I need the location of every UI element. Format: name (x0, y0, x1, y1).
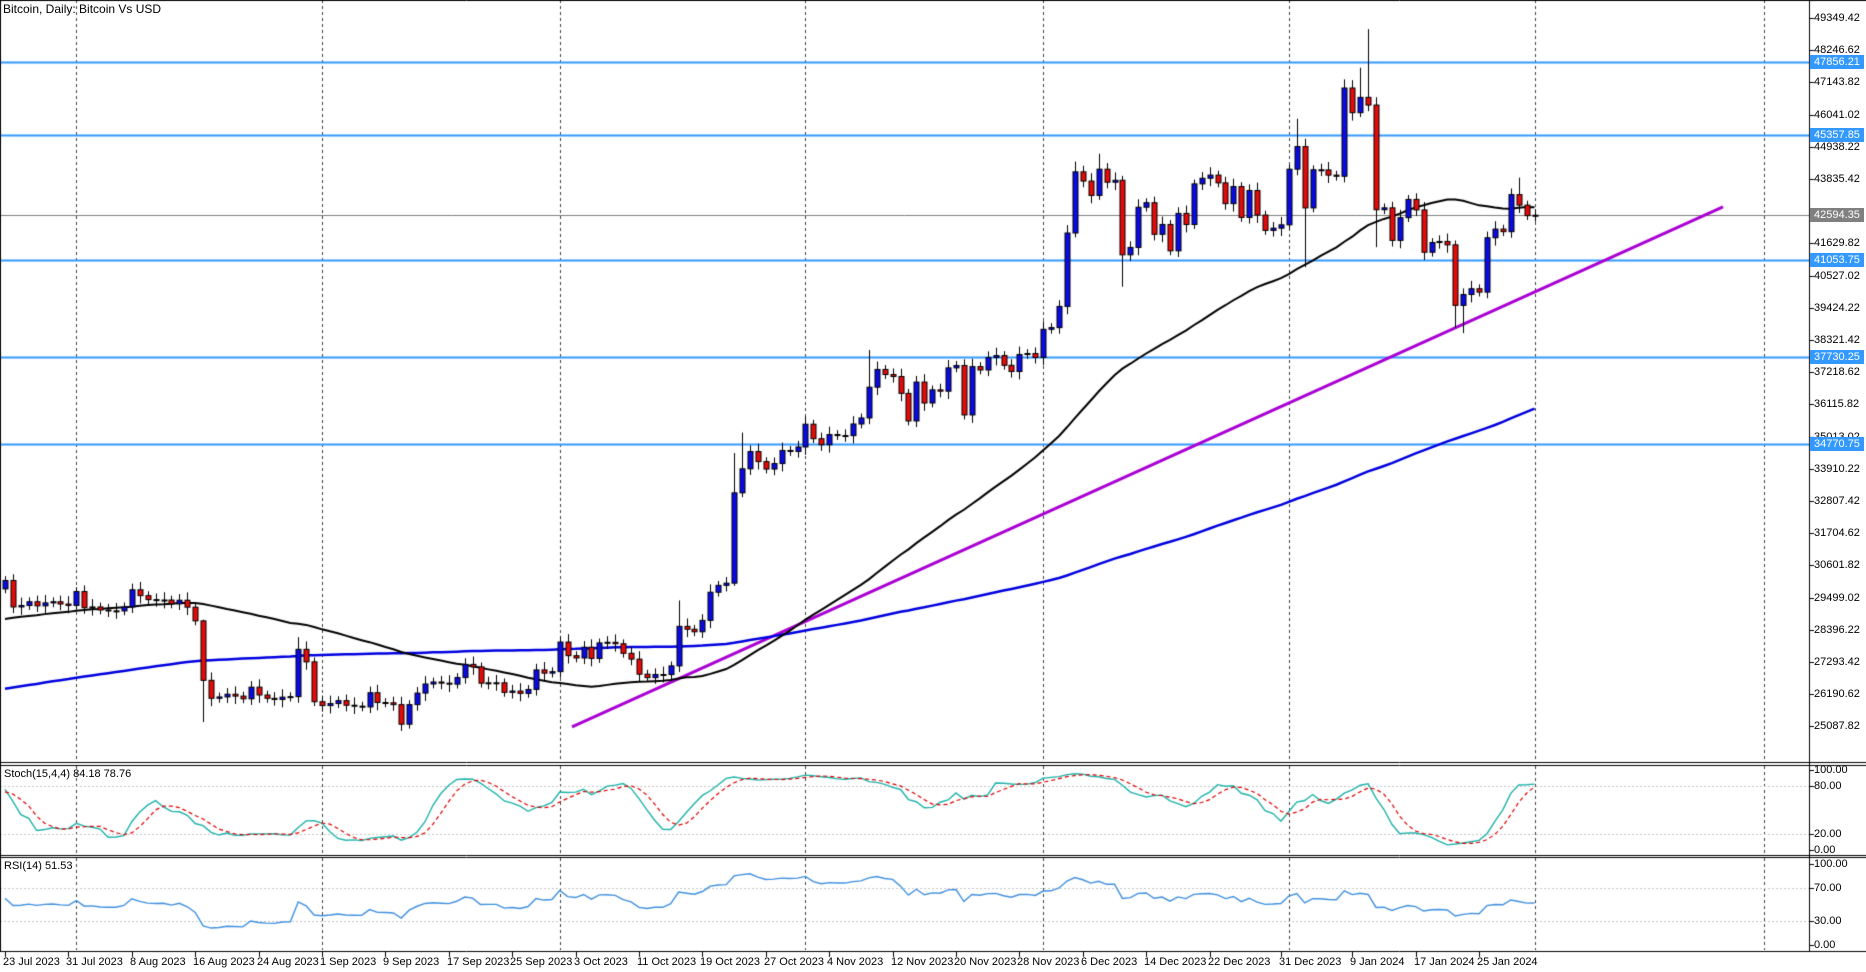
rsi-scale-label: 100.00 (1814, 858, 1848, 870)
price-tick-label: 30601.82 (1814, 559, 1860, 571)
current-price-badge: 42594.35 (1810, 208, 1864, 222)
price-tick-label: 39424.22 (1814, 302, 1860, 314)
rsi-scale-label: 0.00 (1814, 939, 1836, 951)
price-tick-label: 28396.22 (1814, 624, 1860, 636)
price-tick-label: 40527.02 (1814, 270, 1860, 282)
date-tick-label[interactable]: 12 Nov 2023 (891, 956, 954, 968)
date-tick-label[interactable]: 25 Sep 2023 (510, 956, 573, 968)
date-tick-label[interactable]: 25 Jan 2024 (1477, 956, 1538, 968)
price-tick-label: 46041.02 (1814, 109, 1860, 121)
price-level-badge: 37730.25 (1810, 350, 1864, 364)
date-tick-label[interactable]: 17 Sep 2023 (447, 956, 510, 968)
date-tick-label[interactable]: 3 Oct 2023 (574, 956, 628, 968)
price-tick-label: 37218.62 (1814, 366, 1860, 378)
date-tick-label[interactable]: 19 Oct 2023 (700, 956, 760, 968)
date-tick-label[interactable]: 8 Aug 2023 (130, 956, 186, 968)
rsi-scale-label: 30.00 (1814, 915, 1842, 927)
price-tick-label: 49349.42 (1814, 12, 1860, 24)
price-tick-label: 41629.82 (1814, 237, 1860, 249)
price-tick-label: 33910.22 (1814, 463, 1860, 475)
date-tick-label[interactable]: 1 Sep 2023 (320, 956, 377, 968)
stoch-scale-label: 0.00 (1814, 844, 1836, 856)
date-tick-label[interactable]: 9 Jan 2024 (1350, 956, 1405, 968)
date-tick-label[interactable]: 23 Jul 2023 (3, 956, 60, 968)
date-tick-label[interactable]: 16 Aug 2023 (193, 956, 255, 968)
price-tick-label: 43835.42 (1814, 173, 1860, 185)
price-tick-label: 31704.62 (1814, 527, 1860, 539)
price-tick-label: 29499.02 (1814, 592, 1860, 604)
price-tick-label: 44938.22 (1814, 141, 1860, 153)
price-level-badge: 47856.21 (1810, 55, 1864, 69)
price-tick-label: 26190.62 (1814, 688, 1860, 700)
rsi-indicator-label: RSI(14) 51.53 (4, 860, 73, 872)
date-tick-label[interactable]: 4 Nov 2023 (827, 956, 884, 968)
stoch-scale-label: 20.00 (1814, 828, 1842, 840)
price-level-badge: 45357.85 (1810, 128, 1864, 142)
price-tick-label: 27293.42 (1814, 656, 1860, 668)
date-tick-label[interactable]: 9 Sep 2023 (383, 956, 440, 968)
price-level-badge: 41053.75 (1810, 253, 1864, 267)
chart-title: Bitcoin, Daily: Bitcoin Vs USD (3, 2, 162, 16)
date-tick-label[interactable]: 11 Oct 2023 (637, 956, 697, 968)
stoch-scale-label: 100.00 (1814, 764, 1848, 776)
price-level-badge: 34770.75 (1810, 437, 1864, 451)
price-tick-label: 25087.82 (1814, 720, 1860, 732)
rsi-scale-label: 70.00 (1814, 882, 1842, 894)
date-tick-label[interactable]: 31 Jul 2023 (66, 956, 123, 968)
date-tick-label[interactable]: 27 Oct 2023 (764, 956, 824, 968)
price-tick-label: 32807.42 (1814, 495, 1860, 507)
date-tick-label[interactable]: 31 Dec 2023 (1279, 956, 1342, 968)
price-tick-label: 47143.82 (1814, 76, 1860, 88)
date-tick-label[interactable]: 28 Nov 2023 (1017, 956, 1080, 968)
price-tick-label: 38321.42 (1814, 334, 1860, 346)
stoch-scale-label: 80.00 (1814, 780, 1842, 792)
date-tick-label[interactable]: 14 Dec 2023 (1144, 956, 1207, 968)
date-tick-label[interactable]: 24 Aug 2023 (257, 956, 319, 968)
price-tick-label: 48246.62 (1814, 44, 1860, 56)
date-tick-label[interactable]: 6 Dec 2023 (1081, 956, 1138, 968)
price-tick-label: 36115.82 (1814, 398, 1860, 410)
date-tick-label[interactable]: 20 Nov 2023 (954, 956, 1017, 968)
stoch-indicator-label: Stoch(15,4,4) 84.18 78.76 (4, 768, 132, 780)
date-tick-label[interactable]: 17 Jan 2024 (1414, 956, 1475, 968)
date-tick-label[interactable]: 22 Dec 2023 (1208, 956, 1271, 968)
